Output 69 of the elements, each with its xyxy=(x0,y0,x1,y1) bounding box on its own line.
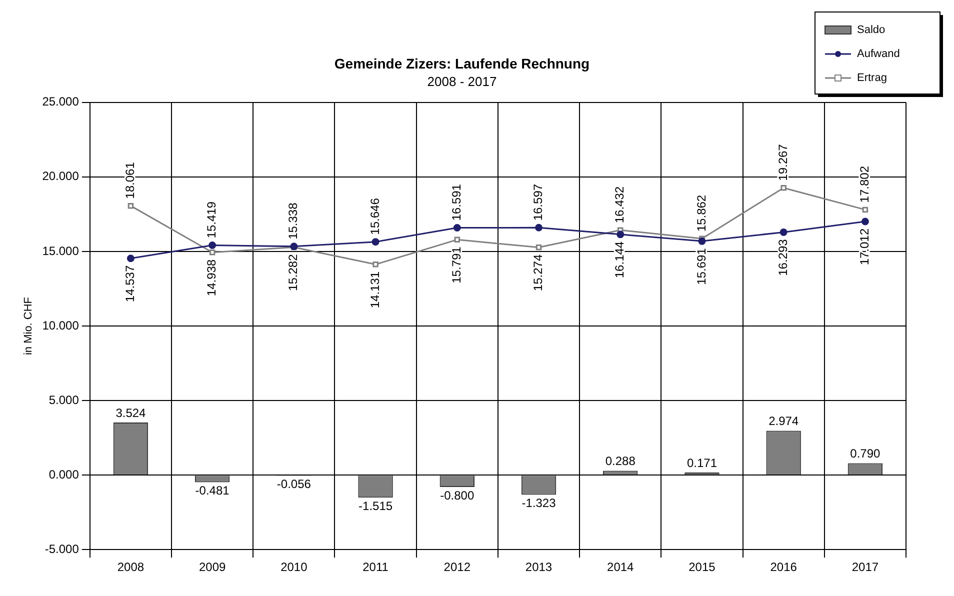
data-label: 15.282 xyxy=(286,254,300,291)
point xyxy=(128,202,134,209)
x-tick-label: 2015 xyxy=(688,560,716,574)
data-label: 15.691 xyxy=(694,248,708,285)
point xyxy=(536,244,542,250)
data-label: 0.790 xyxy=(850,446,881,461)
data-label: -1.323 xyxy=(522,496,556,510)
x-tick-label: 2010 xyxy=(280,560,308,574)
data-label: 17.802 xyxy=(858,166,872,203)
data-label: 16.293 xyxy=(776,238,790,276)
data-label: 15.419 xyxy=(204,201,219,238)
data-label: -1.515 xyxy=(358,498,393,513)
data-label: 17.012 xyxy=(858,228,872,266)
x-tick-label: 2014 xyxy=(607,560,634,574)
x-tick-label: 2016 xyxy=(770,560,798,574)
data-label: 2.974 xyxy=(768,414,799,428)
y-tick-label: 20.000 xyxy=(42,169,80,184)
y-tick-label: 10.000 xyxy=(42,318,80,332)
x-tick-label: 2013 xyxy=(525,560,552,574)
data-label: 0.171 xyxy=(686,456,718,470)
y-tick-label: 15.000 xyxy=(42,244,80,258)
data-label: 16.597 xyxy=(531,184,546,221)
point xyxy=(780,184,786,191)
y-axis-title: in Mio. CHF xyxy=(22,296,35,356)
data-label: 16.144 xyxy=(612,241,627,278)
data-label: 14.537 xyxy=(123,265,138,302)
point xyxy=(780,228,788,236)
data-label: 15.646 xyxy=(368,198,382,235)
data-label: -0.481 xyxy=(195,484,230,498)
data-label: 0.288 xyxy=(605,454,636,468)
data-label: 18.061 xyxy=(123,162,138,199)
data-label: 14.938 xyxy=(204,259,219,296)
point xyxy=(862,206,868,213)
x-tick-label: 2008 xyxy=(117,560,144,574)
y-tick-label: 25.000 xyxy=(42,94,80,109)
data-label: 14.131 xyxy=(368,271,382,308)
point xyxy=(372,238,380,246)
y-tick-label: 0.000 xyxy=(48,467,80,482)
point xyxy=(454,236,460,243)
data-label: -0.800 xyxy=(440,488,474,502)
legend-label: Saldo xyxy=(857,24,886,36)
x-tick-label: 2012 xyxy=(444,560,471,574)
data-label: 15.791 xyxy=(449,246,464,284)
x-tick-label: 2017 xyxy=(852,560,879,574)
chart-subtitle: 2008 - 2017 xyxy=(427,74,497,90)
point xyxy=(698,237,706,245)
x-tick-label: 2011 xyxy=(362,560,389,574)
data-label: 3.524 xyxy=(116,406,146,420)
data-label: -0.056 xyxy=(276,477,312,492)
point xyxy=(861,218,869,226)
data-label: 15.274 xyxy=(531,254,546,292)
point xyxy=(372,262,378,268)
y-tick-label: 5.000 xyxy=(48,392,80,407)
point xyxy=(616,230,624,238)
chart-title: Gemeinde Zizers: Laufende Rechnung xyxy=(334,55,590,72)
point xyxy=(453,224,461,232)
point xyxy=(208,241,216,249)
legend-label: Ertrag xyxy=(857,72,887,84)
data-label: 16.432 xyxy=(612,186,627,224)
data-label: 15.862 xyxy=(694,194,708,232)
x-tick-label: 2009 xyxy=(198,560,226,574)
data-label: 15.338 xyxy=(286,202,300,240)
data-label: 16.591 xyxy=(449,184,464,221)
y-tick-label: -5.000 xyxy=(44,542,80,556)
data-label: 19.267 xyxy=(776,144,790,181)
legend-label: Aufwand xyxy=(857,48,900,60)
point xyxy=(209,250,216,256)
point xyxy=(126,254,134,262)
point xyxy=(535,224,543,232)
